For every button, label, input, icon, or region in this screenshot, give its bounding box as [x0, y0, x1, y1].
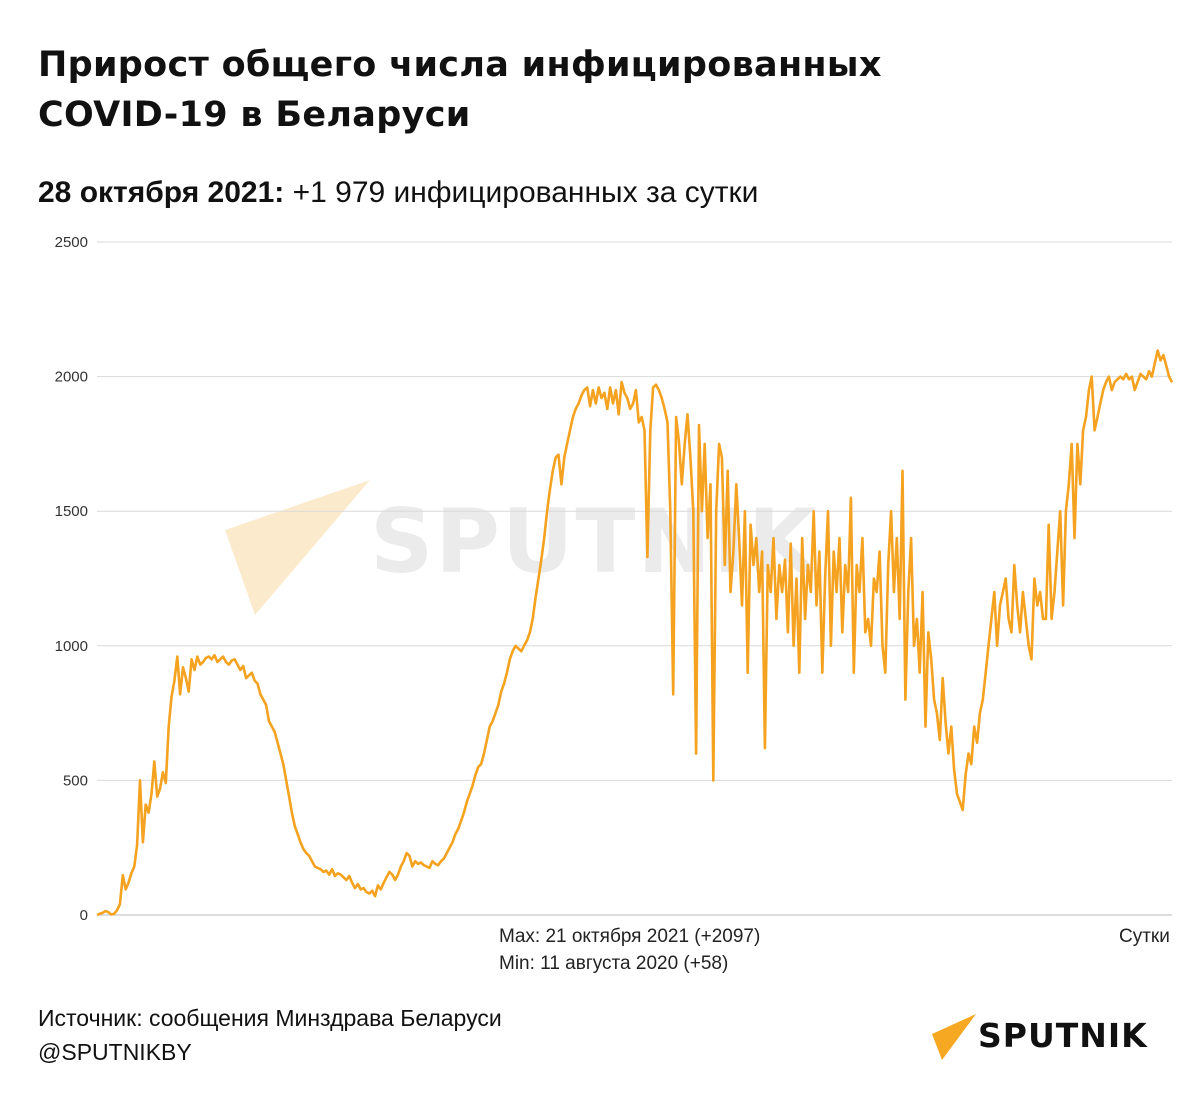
- source-text: Источник: сообщения Минздрава Беларуси: [38, 1005, 502, 1031]
- series-line-0: [96, 349, 1174, 917]
- y-tick-label: 2500: [55, 234, 88, 251]
- grid-layer: [97, 241, 1172, 916]
- series-layer: [96, 349, 1174, 917]
- subtitle: 28 октября 2021: +1 979 инфицированных з…: [38, 176, 758, 210]
- y-tick-label: 1500: [55, 503, 88, 520]
- subtitle-value: +1 979 инфицированных за сутки: [292, 176, 759, 209]
- title-line-2: COVID-19 в Беларуси: [38, 95, 471, 135]
- line-chart: 0 500 1000 1500 2000 2500: [55, 234, 1174, 924]
- logo-arrow-icon: [932, 1014, 976, 1060]
- min-note: Min: 11 августа 2020 (+58): [499, 953, 729, 974]
- logo-text: SPUTNIK: [978, 1016, 1148, 1055]
- y-tick-label: 500: [63, 772, 88, 789]
- y-tick-labels: 0 500 1000 1500 2000 2500: [55, 234, 88, 924]
- watermark-arrow-icon: [225, 480, 370, 615]
- handle-text: @SPUTNIKBY: [38, 1039, 192, 1065]
- chart-title: Прирост общего числа инфицированных COVI…: [38, 40, 1038, 140]
- y-tick-label: 2000: [55, 369, 88, 386]
- title-line-1: Прирост общего числа инфицированных: [38, 45, 882, 85]
- subtitle-date: 28 октября 2021:: [38, 176, 285, 209]
- x-axis-unit: Сутки: [1119, 926, 1170, 947]
- y-tick-label: 1000: [55, 638, 88, 655]
- y-tick-label: 0: [80, 907, 88, 924]
- max-note: Max: 21 октября 2021 (+2097): [499, 926, 761, 947]
- sputnik-logo: SPUTNIK: [930, 1012, 1170, 1062]
